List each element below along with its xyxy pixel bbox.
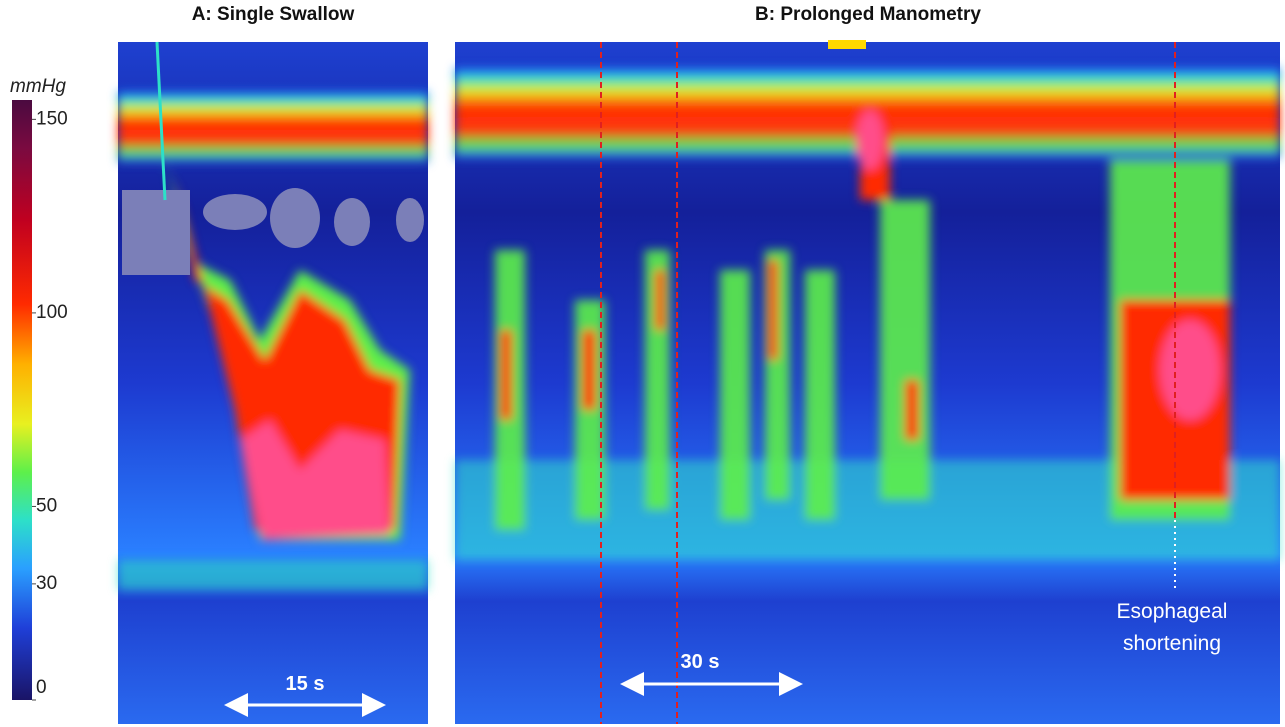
colorbar-ticks: 0 30 50 100 150 bbox=[32, 108, 68, 701]
tick-label: 50 bbox=[36, 495, 57, 516]
annotation: Esophageal bbox=[1117, 600, 1228, 623]
tick-label: 30 bbox=[36, 573, 57, 594]
panel-title: A: Single Swallow bbox=[192, 4, 355, 25]
panel-b bbox=[455, 40, 1280, 724]
annotation: shortening bbox=[1123, 632, 1221, 655]
scale-label: 30 s bbox=[681, 651, 720, 673]
tick-label: 100 bbox=[36, 302, 68, 323]
panel-title: B: Prolonged Manometry bbox=[755, 4, 981, 25]
tick-label: 150 bbox=[36, 108, 68, 129]
scale-label: 15 s bbox=[286, 673, 325, 695]
colorbar-label: mmHg bbox=[10, 76, 66, 97]
colorbar bbox=[12, 100, 32, 700]
panel-a bbox=[118, 41, 428, 724]
tick-label: 0 bbox=[36, 677, 47, 698]
